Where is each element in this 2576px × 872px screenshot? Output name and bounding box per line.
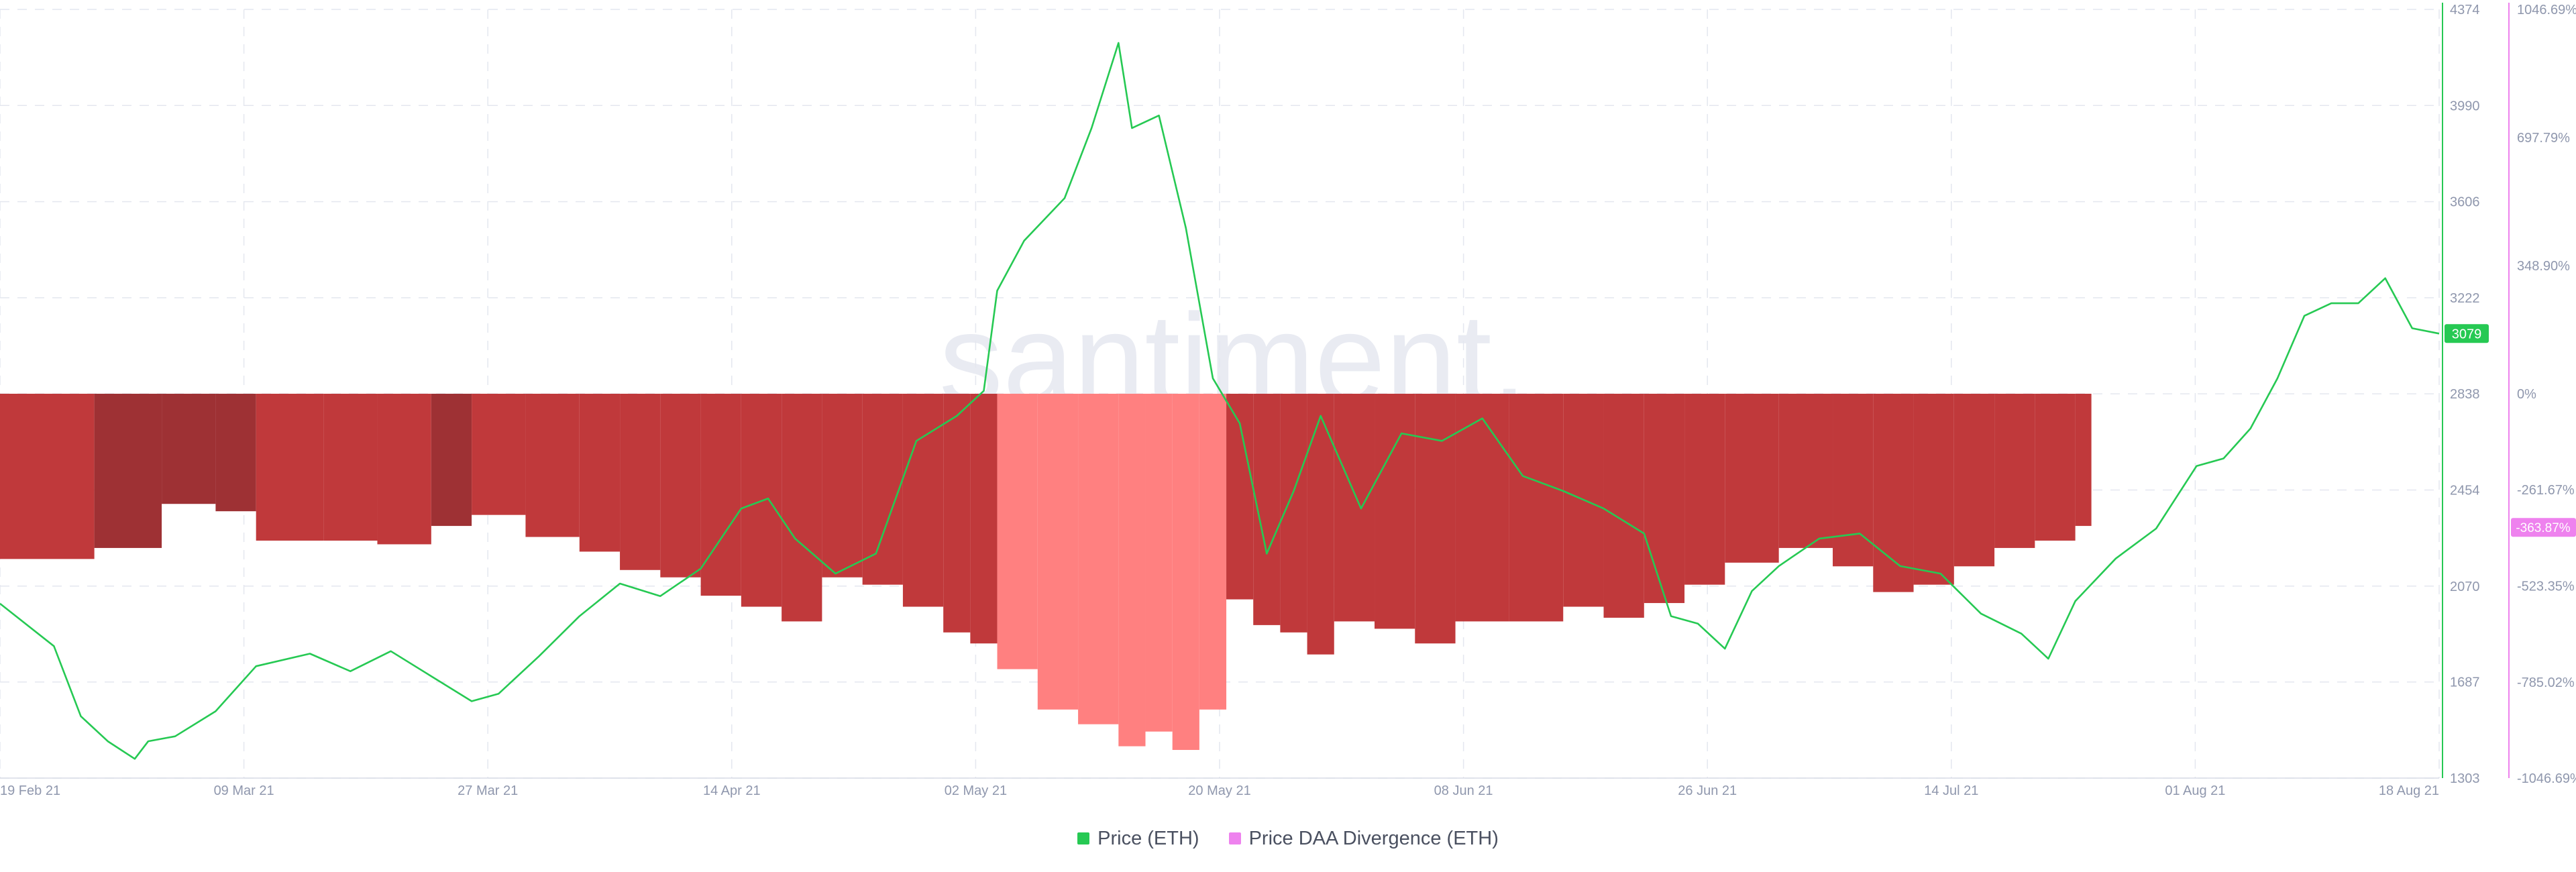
divergence-bar (1455, 394, 1509, 622)
x-tick-label: 27 Mar 21 (458, 783, 518, 798)
divergence-bar (1307, 394, 1334, 655)
divergence-bar (1037, 394, 1079, 710)
legend-item-price[interactable]: Price (ETH) (1077, 828, 1199, 850)
x-tick-label: 26 Jun 21 (1678, 783, 1737, 798)
divergence-bar (472, 394, 526, 515)
divergence-tick-label: -261.67% (2517, 483, 2575, 498)
divergence-bar (579, 394, 621, 552)
divergence-axis-ticks: 1046.69% 697.79% 348.90% 0% -261.67% -523.35%… (2517, 3, 2576, 786)
divergence-bar (902, 394, 944, 607)
divergence-bar (1226, 394, 1254, 600)
divergence-bar (1873, 394, 1914, 592)
divergence-bar (377, 394, 431, 545)
divergence-bar (970, 394, 998, 644)
divergence-bar (1778, 394, 1833, 548)
x-tick-label: 08 Jun 21 (1434, 783, 1493, 798)
divergence-bar (660, 394, 701, 578)
price-tick-label: 1303 (2450, 771, 2480, 786)
divergence-bar (431, 394, 472, 527)
price-tick-label: 2454 (2450, 483, 2480, 498)
divergence-current-badge (2511, 518, 2576, 537)
price-tick-label: 2070 (2450, 580, 2480, 594)
divergence-bar (943, 394, 971, 633)
x-tick-label: 09 Mar 21 (214, 783, 274, 798)
x-tick-label: 14 Jul 21 (1924, 783, 1978, 798)
divergence-bar (1684, 394, 1725, 585)
price-tick-label: 1687 (2450, 675, 2480, 690)
x-tick-label: 20 May 21 (1188, 783, 1250, 798)
divergence-bar (525, 394, 580, 537)
legend: Price (ETH) Price DAA Divergence (ETH) (0, 825, 2576, 852)
divergence-tick-label: 1046.69% (2517, 3, 2576, 17)
price-tick-label: 3606 (2450, 195, 2480, 210)
axes (0, 3, 2510, 779)
divergence-swatch-icon (1228, 832, 1241, 844)
divergence-bar (1415, 394, 1456, 644)
divergence-bar (256, 394, 324, 541)
divergence-bar (1603, 394, 1644, 618)
divergence-bar (1078, 394, 1119, 724)
divergence-bar (1172, 394, 1199, 751)
x-tick-label: 14 Apr 21 (703, 783, 761, 798)
divergence-bar (782, 394, 822, 622)
price-axis-ticks: 4374 3990 3606 3222 2838 2454 2070 1687 1303 (2450, 3, 2480, 786)
divergence-bar (0, 394, 95, 559)
price-tick-label: 4374 (2450, 3, 2480, 17)
legend-label-price: Price (ETH) (1097, 827, 1199, 849)
divergence-bar (1833, 394, 1874, 567)
divergence-bar (1725, 394, 1779, 563)
divergence-bar (1199, 394, 1227, 710)
price-current-value: 3079 (2452, 327, 2482, 341)
legend-label-divergence: Price DAA Divergence (ETH) (1248, 827, 1499, 849)
divergence-bar (700, 394, 741, 596)
divergence-bar (997, 394, 1038, 669)
x-tick-label: 01 Aug 21 (2165, 783, 2225, 798)
current-value-badges: 3079 -363.87% (2445, 324, 2576, 537)
divergence-bar (1375, 394, 1415, 629)
divergence-bars (0, 394, 2092, 751)
legend-item-divergence[interactable]: Price DAA Divergence (ETH) (1228, 827, 1499, 850)
divergence-bar (162, 394, 216, 504)
x-axis-ticks: 19 Feb 21 09 Mar 21 27 Mar 21 14 Apr 21 02 M… (0, 783, 2439, 798)
divergence-bar (1994, 394, 2035, 548)
divergence-bar (323, 394, 378, 541)
price-swatch-icon (1077, 832, 1090, 844)
divergence-bar (1953, 394, 1995, 567)
divergence-tick-label: 0% (2517, 387, 2536, 402)
divergence-bar (822, 394, 863, 578)
price-line (0, 42, 2440, 760)
price-tick-label: 3990 (2450, 99, 2480, 113)
price-tick-label: 2838 (2450, 387, 2480, 402)
divergence-bar (1644, 394, 1685, 604)
x-tick-label: 02 May 21 (945, 783, 1007, 798)
divergence-bar (2075, 394, 2092, 527)
divergence-bar (620, 394, 661, 570)
divergence-bar (1118, 394, 1146, 747)
divergence-bar (215, 394, 256, 512)
price-tick-label: 3222 (2450, 291, 2480, 306)
divergence-bar (94, 394, 162, 548)
price-current-badge (2445, 324, 2489, 343)
divergence-tick-label: -1046.69% (2517, 771, 2576, 786)
divergence-tick-label: -785.02% (2517, 675, 2575, 690)
divergence-bar (1509, 394, 1564, 622)
divergence-tick-label: 697.79% (2517, 131, 2570, 146)
divergence-bar (1145, 394, 1173, 732)
divergence-tick-label: 348.90% (2517, 259, 2570, 274)
x-tick-label: 19 Feb 21 (0, 783, 60, 798)
divergence-current-value: -363.87% (2516, 521, 2570, 535)
divergence-tick-label: -523.35% (2517, 580, 2575, 594)
divergence-bar (862, 394, 903, 585)
divergence-bar (2035, 394, 2076, 541)
x-tick-label: 18 Aug 21 (2379, 783, 2439, 798)
divergence-bar (1913, 394, 1954, 585)
divergence-bar (1334, 394, 1375, 622)
